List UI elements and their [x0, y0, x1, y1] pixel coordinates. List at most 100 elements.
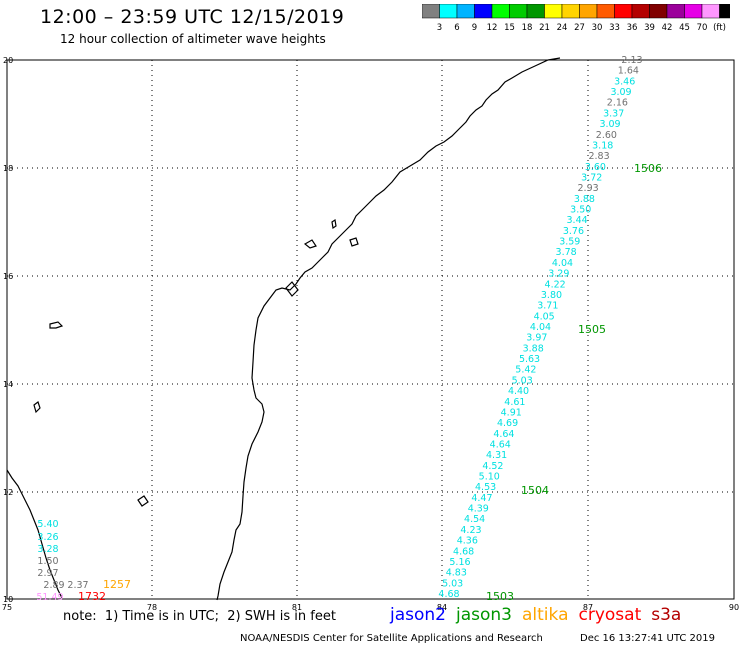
wave-height-label: 4.04: [552, 258, 573, 269]
wave-height-label: 2.37: [67, 580, 88, 591]
wave-height-label: 3.72: [581, 172, 602, 183]
wave-height-label: 4.31: [486, 450, 507, 461]
wave-height-label: 1.50: [37, 556, 58, 567]
wave-height-label: 3.28: [37, 544, 58, 555]
wave-height-label: 2.16: [607, 98, 628, 109]
wave-height-label: 4.91: [501, 407, 522, 418]
wave-height-label: 3.09: [610, 87, 631, 98]
wave-height-label: 3.09: [599, 119, 620, 130]
wave-height-label: 5.03: [442, 578, 463, 589]
scale-label: 70: [697, 23, 708, 32]
y-tick-label: 14: [3, 380, 13, 389]
legend-altika: altika: [522, 605, 569, 625]
island-6: [137, 495, 149, 507]
credit-line: NOAA/NESDIS Center for Satellite Applica…: [240, 633, 543, 644]
island-4: [49, 321, 64, 329]
wave-height-label: 5.10: [479, 472, 500, 483]
sri-lanka-coast: [6, 469, 63, 599]
wave-height-label: 3.26: [37, 532, 58, 543]
grid-lines: [7, 60, 734, 599]
island-5: [33, 401, 41, 414]
wave-height-label: 4.52: [482, 461, 503, 472]
scale-label: 15: [504, 23, 515, 32]
satellite-legend: jason2 jason3 altika cryosat s3a: [390, 605, 691, 625]
wave-height-label: 5.16: [449, 557, 470, 568]
island-7: [349, 237, 359, 247]
scale-label: 27: [574, 23, 585, 32]
wave-height-label: 4.64: [490, 439, 511, 450]
wave-height-label: 4.54: [464, 514, 485, 525]
wave-height-label: 4.40: [508, 386, 529, 397]
y-axis-ticks: 20 18 16 14 12 10: [3, 56, 13, 604]
island-3: [285, 281, 299, 297]
pass-time-label: 1504: [521, 484, 549, 497]
island-1: [331, 218, 337, 230]
scale-label: 45: [679, 23, 690, 32]
color-scale: 3 6 9 12 15 18 21 24 27 30 33 36 39 42 45 70 (ft): [422, 4, 730, 32]
wave-height-label: 4.23: [460, 525, 481, 536]
wave-height-label: 3.71: [537, 301, 558, 312]
wave-height-label: 3.44: [567, 215, 588, 226]
map-title: 12:00 – 23:59 UTC 12/15/2019: [40, 6, 345, 28]
wave-height-label: 3.97: [526, 333, 547, 344]
wave-height-label: 2.93: [578, 183, 599, 194]
wave-height-label: 2.83: [588, 151, 609, 162]
wave-height-label: 3.80: [541, 290, 562, 301]
x-tick-label: 87: [583, 603, 593, 612]
wave-height-label: 3.46: [614, 76, 635, 87]
legend-s3a: s3a: [651, 605, 682, 625]
x-tick-label: 75: [2, 603, 12, 612]
scale-label: 33: [609, 23, 620, 32]
y-tick-label: 18: [3, 164, 13, 173]
wave-height-label: 5.42: [515, 365, 536, 376]
wave-height-label: 2.13: [621, 55, 642, 66]
wave-height-label: 4.47: [471, 493, 492, 504]
wave-height-label: 2.60: [596, 130, 617, 141]
scale-label: 12: [487, 23, 498, 32]
wave-height-label: 5.40: [37, 519, 58, 530]
wave-height-label: 1.64: [618, 66, 639, 77]
scale-label: 30: [592, 23, 603, 32]
scale-label: 21: [539, 23, 550, 32]
scale-swatch: [719, 4, 730, 19]
x-axis-ticks: 75 78 81 84 87 90: [2, 603, 739, 612]
pass-time-label: 1732: [78, 590, 106, 603]
scale-label: 9: [472, 23, 477, 32]
wave-height-label: 5.03: [512, 375, 533, 386]
timestamp: Dec 16 13:27:41 UTC 2019: [580, 633, 715, 644]
wave-height-label: 2.89: [43, 580, 64, 591]
wave-height-label: 3.88: [574, 194, 595, 205]
y-tick-label: 20: [3, 56, 13, 65]
wave-height-label: 3.59: [559, 237, 580, 248]
map-subtitle: 12 hour collection of altimeter wave hei…: [60, 32, 326, 46]
map-frame: [6, 59, 735, 600]
altimeter-track-main: 2.131.643.463.092.163.373.092.603.182.83…: [438, 55, 662, 603]
wave-height-label: 3.76: [563, 226, 584, 237]
x-tick-label: 81: [292, 603, 302, 612]
y-tick-label: 16: [3, 272, 13, 281]
legend-jason3: jason3: [456, 605, 512, 625]
legend-cryosat: cryosat: [578, 605, 642, 625]
wave-height-label: 4.05: [534, 311, 555, 322]
x-tick-label: 78: [147, 603, 157, 612]
wave-height-label: 4.68: [453, 546, 474, 557]
wave-height-label: 4.68: [438, 589, 459, 600]
altimeter-track-left: 5.40 3.263.281.502.972.89 2.37 51.49 1257173…: [36, 519, 131, 603]
wave-height-label: 4.39: [468, 504, 489, 515]
wave-height-label: 3.60: [585, 162, 606, 173]
wave-height-label: 4.61: [504, 397, 525, 408]
wave-height-label: 4.64: [493, 429, 514, 440]
wave-height-label: 5.63: [519, 354, 540, 365]
wave-height-label: 4.69: [497, 418, 518, 429]
wave-height-label: 4.22: [545, 279, 566, 290]
wave-height-label: 2.97: [37, 568, 58, 579]
wave-height-label: 3.18: [592, 140, 613, 151]
legend-jason2: jason2: [390, 605, 446, 625]
wave-height-label: 4.53: [475, 482, 496, 493]
scale-label: 18: [522, 23, 533, 32]
pass-time-label: 1503: [486, 590, 514, 603]
y-tick-label: 10: [3, 595, 13, 604]
pass-time-label: 1506: [634, 162, 662, 175]
scale-label: 6: [454, 23, 459, 32]
